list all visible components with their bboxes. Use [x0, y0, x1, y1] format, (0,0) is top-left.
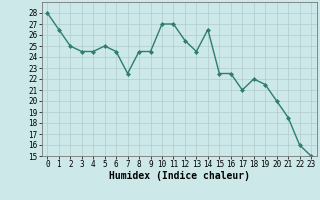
X-axis label: Humidex (Indice chaleur): Humidex (Indice chaleur)	[109, 171, 250, 181]
